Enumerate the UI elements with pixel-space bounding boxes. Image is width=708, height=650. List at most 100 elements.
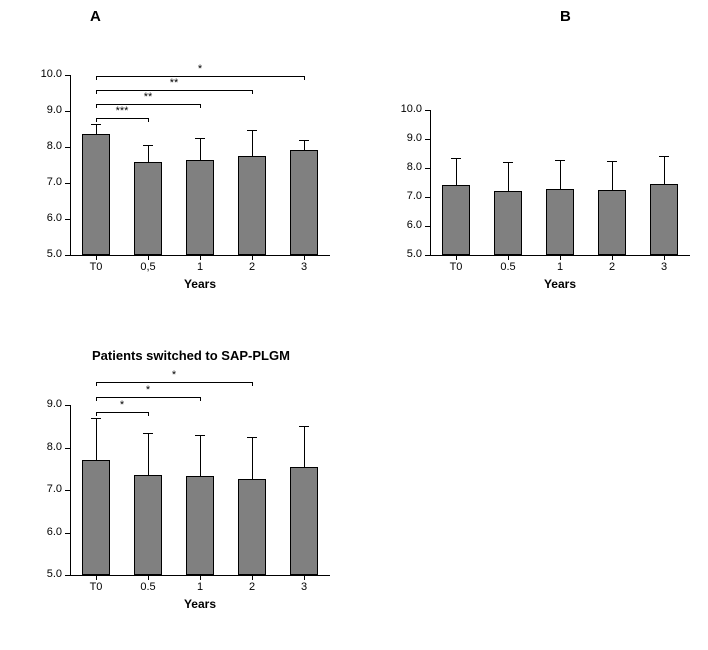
x-tick-label: 0,5: [128, 261, 168, 273]
significance-bracket-cap: [96, 118, 97, 122]
x-tick: [664, 255, 665, 260]
y-tick: [65, 255, 70, 256]
bar: [546, 189, 575, 255]
y-tick-label: 5.0: [30, 248, 62, 260]
error-cap: [195, 435, 205, 436]
x-tick-label: 2: [232, 581, 272, 593]
y-tick-label: 9.0: [30, 398, 62, 410]
y-tick: [65, 533, 70, 534]
x-tick: [252, 255, 253, 260]
y-tick-label: 5.0: [30, 568, 62, 580]
y-tick: [65, 575, 70, 576]
x-tick: [200, 575, 201, 580]
bar: [238, 156, 267, 255]
y-tick-label: 10.0: [390, 103, 422, 115]
x-tick-label: T0: [76, 581, 116, 593]
significance-bracket-cap: [252, 382, 253, 386]
bar: [82, 134, 111, 255]
y-tick: [65, 183, 70, 184]
bar: [598, 190, 627, 255]
error-cap: [247, 437, 257, 438]
error-bar: [252, 437, 253, 480]
chart-c: 5.06.07.08.09.0T00.5123Years***: [35, 370, 335, 600]
y-tick-label: 7.0: [30, 176, 62, 188]
error-cap: [143, 433, 153, 434]
y-tick: [425, 110, 430, 111]
x-tick: [456, 255, 457, 260]
error-bar: [508, 162, 509, 191]
bar: [494, 191, 523, 255]
error-bar: [304, 140, 305, 150]
significance-bracket-cap: [304, 76, 305, 80]
x-tick-label: 2: [232, 261, 272, 273]
x-axis-title: Years: [70, 277, 330, 291]
y-tick: [425, 139, 430, 140]
significance-bracket-cap: [200, 104, 201, 108]
x-tick-label: 3: [284, 581, 324, 593]
error-bar: [148, 433, 149, 475]
error-cap: [659, 156, 669, 157]
significance-bracket-cap: [96, 412, 97, 416]
significance-bracket-cap: [96, 382, 97, 386]
y-tick-label: 9.0: [30, 104, 62, 116]
y-tick: [425, 226, 430, 227]
y-tick: [65, 405, 70, 406]
significance-bracket: [96, 104, 200, 105]
error-cap: [299, 426, 309, 427]
y-tick: [65, 219, 70, 220]
chart-b: 5.06.07.08.09.010.0T00.5123Years: [395, 85, 695, 280]
bar: [82, 460, 111, 575]
error-cap: [91, 124, 101, 125]
x-tick: [96, 575, 97, 580]
error-cap: [451, 158, 461, 159]
x-tick: [200, 255, 201, 260]
x-tick-label: 0.5: [128, 581, 168, 593]
error-bar: [252, 130, 253, 156]
y-tick: [65, 448, 70, 449]
error-bar: [148, 145, 149, 162]
error-cap: [607, 161, 617, 162]
x-tick-label: 3: [284, 261, 324, 273]
x-tick-label: T0: [436, 261, 476, 273]
y-tick: [425, 168, 430, 169]
figure-page: { "panel_labels": { "A": "A", "B": "B" }…: [0, 0, 708, 650]
bar: [290, 467, 319, 575]
x-axis-title: Years: [70, 597, 330, 611]
x-tick: [508, 255, 509, 260]
error-cap: [247, 130, 257, 131]
y-tick-label: 9.0: [390, 132, 422, 144]
significance-label: **: [133, 91, 163, 103]
chart-c-title: Patients switched to SAP-PLGM: [92, 348, 290, 363]
error-bar: [96, 124, 97, 135]
y-axis: [70, 75, 71, 255]
significance-bracket: [96, 118, 148, 119]
y-tick-label: 8.0: [30, 441, 62, 453]
x-tick: [304, 255, 305, 260]
significance-bracket: [96, 382, 252, 383]
x-tick-label: 1: [180, 581, 220, 593]
significance-bracket: [96, 397, 200, 398]
error-cap: [143, 145, 153, 146]
bar: [290, 150, 319, 255]
y-tick-label: 7.0: [390, 190, 422, 202]
significance-label: *: [133, 384, 163, 396]
error-bar: [304, 426, 305, 466]
y-tick: [65, 147, 70, 148]
x-tick: [612, 255, 613, 260]
bar: [238, 479, 267, 575]
x-tick-label: 1: [180, 261, 220, 273]
significance-bracket-cap: [96, 90, 97, 94]
y-tick-label: 6.0: [30, 526, 62, 538]
y-tick: [65, 490, 70, 491]
significance-bracket: [96, 90, 252, 91]
error-cap: [195, 138, 205, 139]
error-bar: [560, 160, 561, 189]
significance-bracket: [96, 76, 304, 77]
bar: [134, 475, 163, 575]
bar: [186, 476, 215, 575]
significance-label: **: [159, 77, 189, 89]
significance-bracket-cap: [96, 104, 97, 108]
x-tick: [560, 255, 561, 260]
chart-a: 5.06.07.08.09.010.0T00,5123Years********: [35, 50, 335, 280]
error-cap: [299, 140, 309, 141]
